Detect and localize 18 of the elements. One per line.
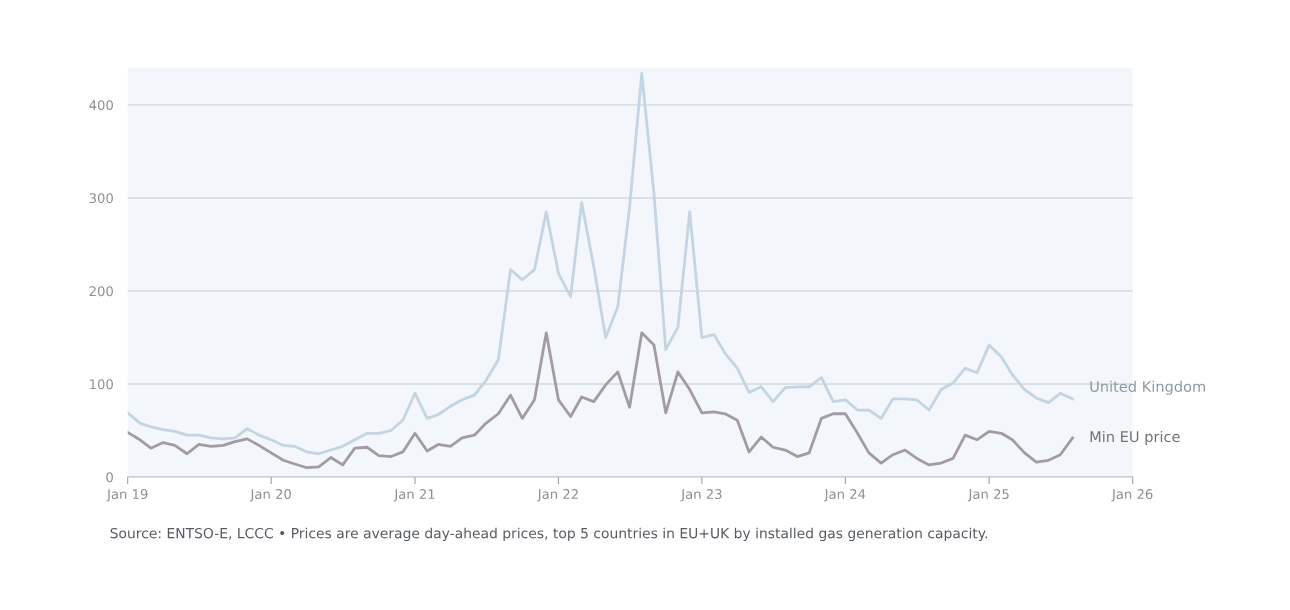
x-tick-label: Jan 24 xyxy=(823,489,866,502)
y-tick-label: 400 xyxy=(89,100,113,111)
x-tick-label: Jan 26 xyxy=(1111,489,1153,502)
x-tick-label: Jan 23 xyxy=(680,489,722,502)
series-label: Min EU price xyxy=(1090,430,1180,446)
x-tick-label: Jan 19 xyxy=(106,489,148,502)
y-tick-label: 100 xyxy=(90,379,113,390)
line-series xyxy=(127,331,1074,470)
x-tick-label: Jan 25 xyxy=(967,489,1009,502)
x-tick-label: Jan 21 xyxy=(393,489,435,502)
y-tick-label: 300 xyxy=(89,193,113,204)
line-series xyxy=(127,71,1074,456)
x-tick-label: Jan 20 xyxy=(249,489,291,502)
x-tick-label: Jan 22 xyxy=(537,489,578,502)
source-note: Source: ENTSO-E, LCCC • Prices are average day-ahead prices, top 5 countries in EU+UK by installed gas generation capacity. xyxy=(110,527,987,542)
y-tick-label: 200 xyxy=(89,286,113,297)
y-tick-label: 0 xyxy=(106,472,113,483)
series-label: United Kingdom xyxy=(1090,380,1205,395)
